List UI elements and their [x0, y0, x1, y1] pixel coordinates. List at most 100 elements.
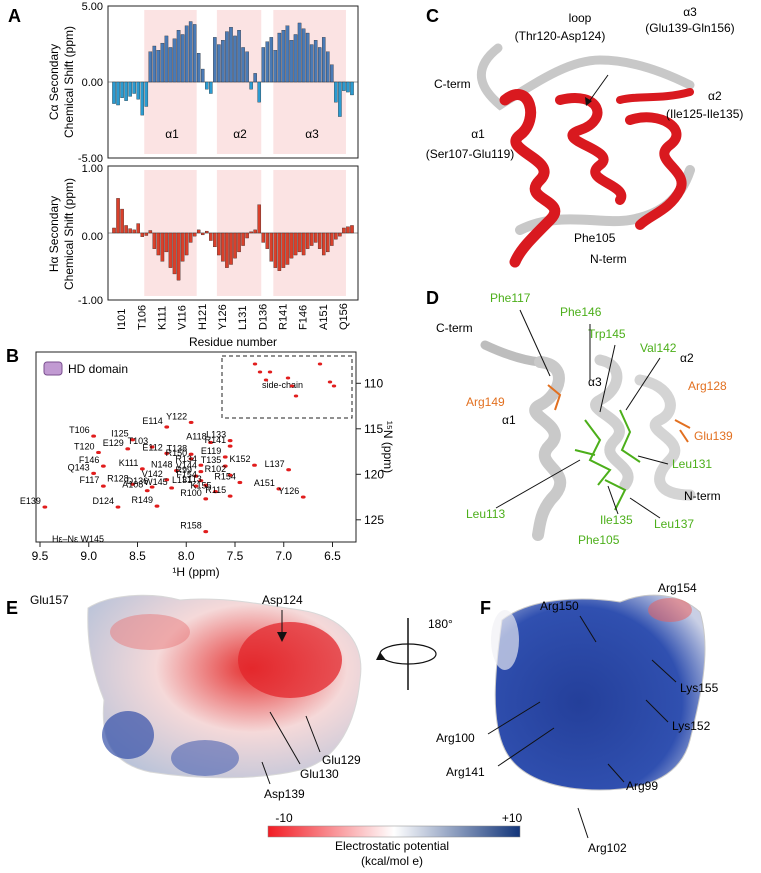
x-tick-label: L131 — [237, 306, 249, 330]
ha-shift-bar — [168, 232, 173, 268]
peak-label: V142 — [142, 469, 163, 479]
nterm-label-d: N-term — [684, 489, 721, 503]
peak-label: T138 — [167, 443, 188, 453]
nmr-peak — [164, 425, 170, 429]
arrow-glu130 — [269, 711, 301, 765]
arg100-label: Arg100 — [436, 731, 475, 745]
loop-arrowhead — [585, 97, 592, 106]
ha-shift-bar — [200, 232, 205, 236]
nmr-peak — [227, 439, 233, 443]
ha-shift-bar — [217, 232, 221, 256]
helix-label-a2: α2 — [233, 127, 247, 141]
ca-shift-bar — [116, 81, 120, 106]
sidechain-peak — [293, 394, 299, 398]
spectrum-ytick-label: 120 — [364, 467, 384, 481]
glu157-patch — [110, 614, 190, 650]
top-ytick-min: -5.00 — [78, 153, 103, 165]
nmr-peak — [96, 450, 101, 455]
nmr-peak — [164, 478, 170, 482]
ca-shift-bar — [225, 31, 229, 83]
ca-shift-bar — [350, 81, 354, 96]
nmr-peak — [276, 487, 282, 491]
nmr-peak — [100, 484, 106, 488]
a3-label: α3 — [683, 5, 697, 19]
ca-shift-bar — [285, 25, 290, 83]
peak-label: R150 — [166, 448, 188, 458]
colorbar-min: -10 — [275, 811, 293, 825]
ha-shift-bar — [160, 232, 165, 262]
helix-a3 — [555, 93, 627, 205]
ha-shift-bar — [132, 229, 136, 234]
hydrophobic-sidechains — [574, 409, 641, 511]
basic-patch-left — [102, 711, 154, 759]
ha-shift-bar — [326, 232, 330, 253]
nmr-peak — [198, 469, 204, 474]
ca-shift-bar — [334, 81, 338, 103]
ca-shift-bar — [120, 81, 124, 98]
a3-range: (Glu139-Gln156) — [645, 21, 734, 35]
loop-range: (Thr120-Asp124) — [515, 29, 606, 43]
spectrum-xtick-label: 8.5 — [129, 549, 146, 563]
ca-shift-bar — [281, 30, 286, 83]
nmr-peak — [193, 484, 199, 488]
lys152-label: Lys152 — [672, 719, 711, 733]
ha-shift-bar — [237, 232, 241, 253]
ha-shift-bar — [112, 227, 116, 234]
spectrum-ytick-label: 110 — [364, 376, 383, 390]
ca-shift-bar — [200, 68, 205, 83]
ha-shift-bar — [301, 232, 306, 256]
colorbar: -10 +10 Electrostatic potential (kcal/mo… — [267, 811, 523, 868]
ca-shift-bar — [301, 28, 306, 83]
x-tick-label: H121 — [197, 304, 209, 330]
arrow-arg100 — [487, 701, 541, 735]
ha-shift-bar — [245, 232, 249, 239]
peak-label: A118 — [186, 431, 206, 441]
ha-shift-bar — [309, 232, 314, 246]
peak-label: Q143 — [68, 462, 90, 472]
peak-label: A108 — [122, 480, 143, 490]
peak-label: L131 — [172, 475, 192, 485]
peak-label: E112 — [142, 442, 162, 452]
ca-shift-bar — [140, 81, 145, 116]
ha-shift-bar — [350, 225, 354, 234]
ha-shift-bar — [164, 232, 169, 253]
nmr-peak — [222, 455, 228, 459]
ca-shift-bar — [289, 40, 294, 83]
arrow-arg150 — [579, 615, 597, 643]
nmr-peak — [188, 457, 194, 461]
ca-shift-bar — [148, 51, 153, 83]
ha-shift-bar — [140, 232, 145, 237]
ha-shift-bar — [205, 230, 209, 234]
nmr-peak — [286, 468, 292, 472]
a1-label-d: α1 — [502, 413, 516, 427]
ca-shift-bar — [257, 81, 261, 103]
colorbar-gradient — [267, 825, 521, 838]
nmr-peak — [130, 438, 136, 442]
nmr-peak — [213, 489, 218, 494]
ha-shift-bar — [156, 232, 161, 256]
peak-label: T120 — [74, 441, 95, 451]
nmr-peak — [144, 489, 150, 493]
nmr-peak — [227, 473, 233, 477]
basic-patch-bottom — [171, 740, 239, 776]
a2-label: α2 — [708, 89, 722, 103]
arrow-trp145 — [599, 344, 616, 413]
helix-label-a3: α3 — [305, 127, 319, 141]
panel-a-chart: 5.00 0.00 -5.00 1.00 0.00 -1.00 Cα Secon… — [47, 1, 359, 349]
ha-shift-bar — [221, 232, 225, 262]
val142-label: Val142 — [640, 341, 677, 355]
surface-back — [494, 594, 706, 791]
helix-a2-cap — [616, 88, 694, 104]
ha-shift-bar — [305, 232, 310, 249]
helix-d-a3 — [590, 354, 634, 491]
nmr-peak — [91, 434, 97, 438]
ha-shift-bar — [148, 230, 153, 234]
spectrum-ytick-label: 115 — [364, 422, 383, 436]
ha-shift-bar — [334, 232, 338, 240]
ca-shift-bar — [338, 81, 342, 117]
nmr-peak — [149, 485, 155, 489]
helix-a2 — [625, 112, 687, 230]
ca-shift-bar — [265, 41, 270, 83]
x-tick-label: Y126 — [217, 304, 229, 330]
